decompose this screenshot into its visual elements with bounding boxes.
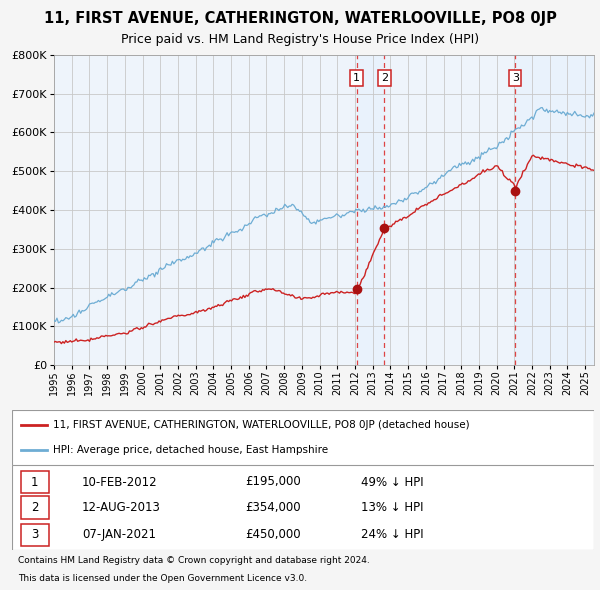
Text: Price paid vs. HM Land Registry's House Price Index (HPI): Price paid vs. HM Land Registry's House … xyxy=(121,34,479,47)
Bar xyxy=(21,524,49,546)
Text: 24% ↓ HPI: 24% ↓ HPI xyxy=(361,528,424,541)
Text: £195,000: £195,000 xyxy=(245,476,301,489)
Text: Contains HM Land Registry data © Crown copyright and database right 2024.: Contains HM Land Registry data © Crown c… xyxy=(18,556,370,565)
Bar xyxy=(21,496,49,519)
Text: 2: 2 xyxy=(31,501,38,514)
Text: 07-JAN-2021: 07-JAN-2021 xyxy=(82,528,156,541)
Text: £450,000: £450,000 xyxy=(245,528,301,541)
Text: 11, FIRST AVENUE, CATHERINGTON, WATERLOOVILLE, PO8 0JP (detached house): 11, FIRST AVENUE, CATHERINGTON, WATERLOO… xyxy=(53,421,469,430)
Text: HPI: Average price, detached house, East Hampshire: HPI: Average price, detached house, East… xyxy=(53,445,328,455)
Text: 1: 1 xyxy=(353,73,360,83)
Bar xyxy=(357,55,384,365)
Text: £354,000: £354,000 xyxy=(245,501,301,514)
Text: 2: 2 xyxy=(380,73,388,83)
Text: 49% ↓ HPI: 49% ↓ HPI xyxy=(361,476,424,489)
Text: 11, FIRST AVENUE, CATHERINGTON, WATERLOOVILLE, PO8 0JP: 11, FIRST AVENUE, CATHERINGTON, WATERLOO… xyxy=(44,11,556,25)
Text: 13% ↓ HPI: 13% ↓ HPI xyxy=(361,501,424,514)
Text: This data is licensed under the Open Government Licence v3.0.: This data is licensed under the Open Gov… xyxy=(18,574,307,583)
Text: 3: 3 xyxy=(31,528,38,541)
Bar xyxy=(21,471,49,493)
Text: 3: 3 xyxy=(512,73,519,83)
Bar xyxy=(515,55,594,365)
Text: 12-AUG-2013: 12-AUG-2013 xyxy=(82,501,161,514)
Text: 10-FEB-2012: 10-FEB-2012 xyxy=(82,476,157,489)
Text: 1: 1 xyxy=(31,476,38,489)
